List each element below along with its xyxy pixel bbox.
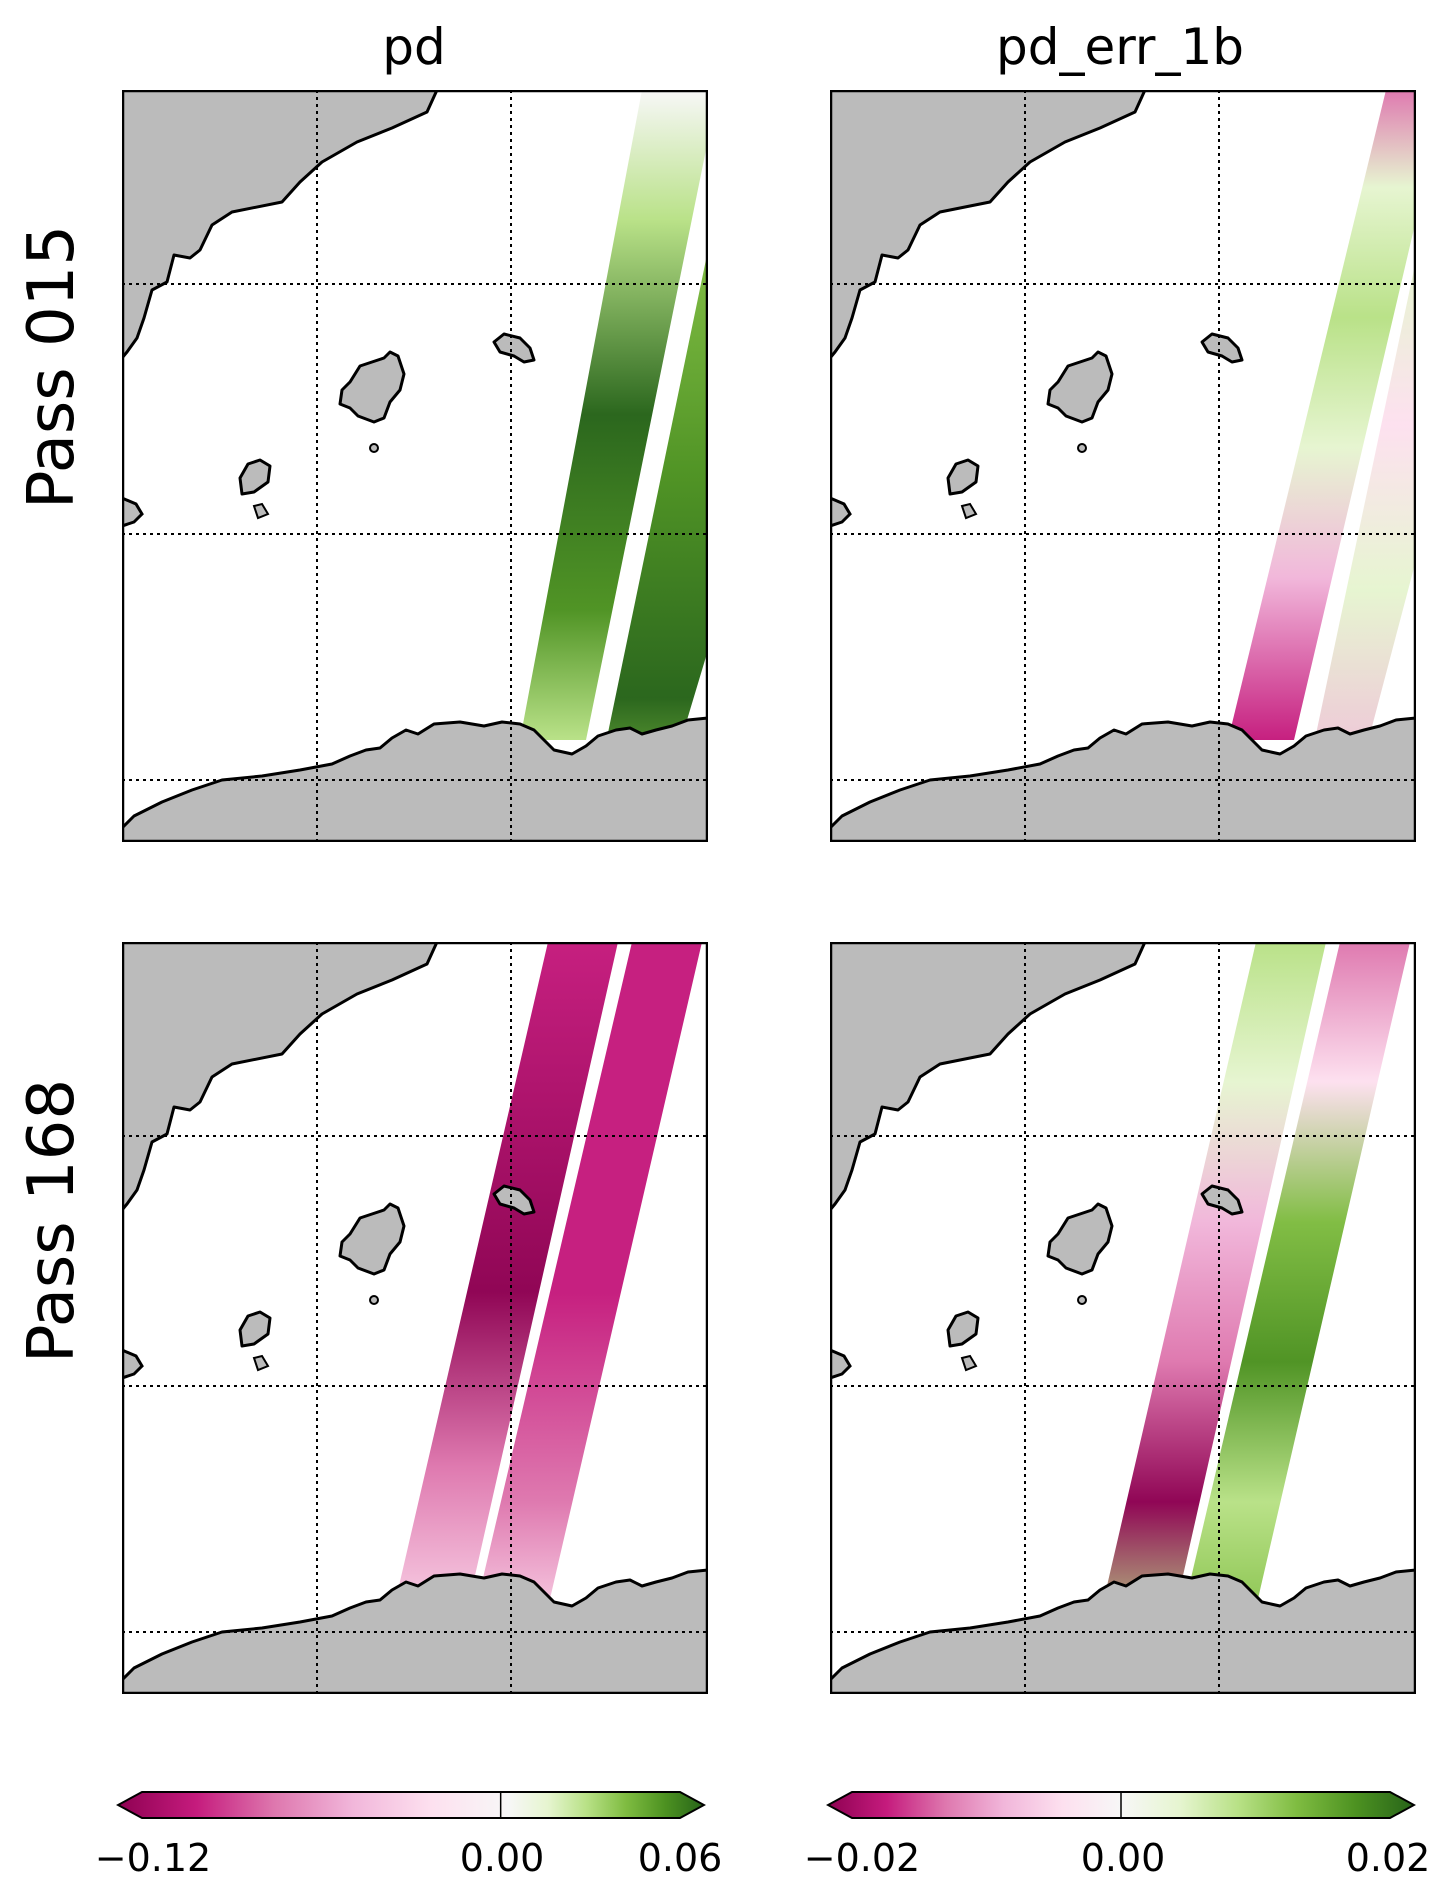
colorbar-pd-err-1b	[825, 1790, 1417, 1820]
spain-cape	[830, 1348, 852, 1380]
swath-right	[1300, 260, 1416, 810]
spain-cape	[122, 1348, 144, 1380]
formentera-island	[960, 502, 978, 520]
cabrera-island	[1077, 1295, 1087, 1305]
colorbar-pd	[115, 1790, 707, 1820]
mallorca-island	[1046, 1202, 1114, 1276]
iberia-coast	[830, 90, 1147, 360]
ibiza-island	[946, 1310, 980, 1348]
land-group	[122, 90, 708, 842]
north-africa-coast	[122, 716, 708, 842]
iberia-coast	[122, 942, 439, 1212]
land-group	[122, 942, 708, 1694]
map-panel-pass015-pd-err-1b	[830, 90, 1416, 842]
cabrera-island	[369, 1295, 379, 1305]
land-group	[830, 942, 1416, 1694]
north-africa-coast	[830, 1568, 1416, 1694]
colorbar-err-tick-max: 0.02	[1345, 1836, 1431, 1880]
menorca-island	[492, 332, 536, 364]
menorca-island	[1200, 332, 1244, 364]
mallorca-island	[338, 1202, 406, 1276]
panel-frame	[122, 90, 708, 842]
formentera-island	[252, 1354, 270, 1372]
spain-cape	[122, 496, 144, 528]
swath-right	[468, 942, 702, 1642]
ibiza-island	[238, 1310, 272, 1348]
swath-group	[520, 90, 708, 810]
iberia-coast	[122, 90, 439, 360]
colorbar-pd-tick-min: −0.12	[94, 1836, 212, 1880]
land-group	[830, 90, 1416, 842]
map-svg	[122, 942, 708, 1694]
row-title-pass-168: Pass 168	[15, 1078, 89, 1363]
swath-left	[1228, 90, 1416, 740]
swath-left	[520, 90, 708, 740]
panel-frame	[830, 942, 1416, 1694]
menorca-island	[492, 1184, 536, 1216]
formentera-island	[252, 502, 270, 520]
swath-right	[592, 250, 708, 810]
ibiza-island	[946, 458, 980, 496]
map-panel-pass168-pd	[122, 942, 708, 1694]
swath-group	[1228, 90, 1416, 810]
map-panel-pass015-pd	[122, 90, 708, 842]
map-svg	[830, 942, 1416, 1694]
swath-left	[1094, 942, 1326, 1642]
map-svg	[830, 90, 1416, 842]
mallorca-island	[1046, 350, 1114, 424]
cabrera-island	[369, 443, 379, 453]
swath-right	[1176, 942, 1410, 1642]
mallorca-island	[338, 350, 406, 424]
map-svg	[122, 90, 708, 842]
row-title-pass-015: Pass 015	[15, 224, 89, 509]
panel-frame	[122, 942, 708, 1694]
column-title-pd: pd	[382, 18, 446, 76]
north-africa-coast	[830, 716, 1416, 842]
colorbar-svg	[115, 1791, 707, 1819]
swath-left	[386, 942, 618, 1642]
panel-frame	[830, 90, 1416, 842]
iberia-coast	[830, 942, 1147, 1212]
cabrera-island	[1077, 443, 1087, 453]
formentera-island	[960, 1354, 978, 1372]
colorbar-svg	[825, 1791, 1417, 1819]
swath-group	[386, 942, 702, 1642]
colorbar-err-tick-min: −0.02	[803, 1836, 921, 1880]
colorbar-err-tick-zero: 0.00	[1080, 1836, 1166, 1880]
menorca-island	[1200, 1184, 1244, 1216]
colorbar-pd-tick-zero: 0.00	[459, 1836, 545, 1880]
north-africa-coast	[122, 1568, 708, 1694]
ibiza-island	[238, 458, 272, 496]
colorbar-pd-tick-max: 0.06	[637, 1836, 723, 1880]
colorbar-gradient	[115, 1791, 707, 1819]
map-panel-pass168-pd-err-1b	[830, 942, 1416, 1694]
swath-group	[1094, 942, 1410, 1642]
column-title-pd-err-1b: pd_err_1b	[995, 18, 1245, 76]
spain-cape	[830, 496, 852, 528]
